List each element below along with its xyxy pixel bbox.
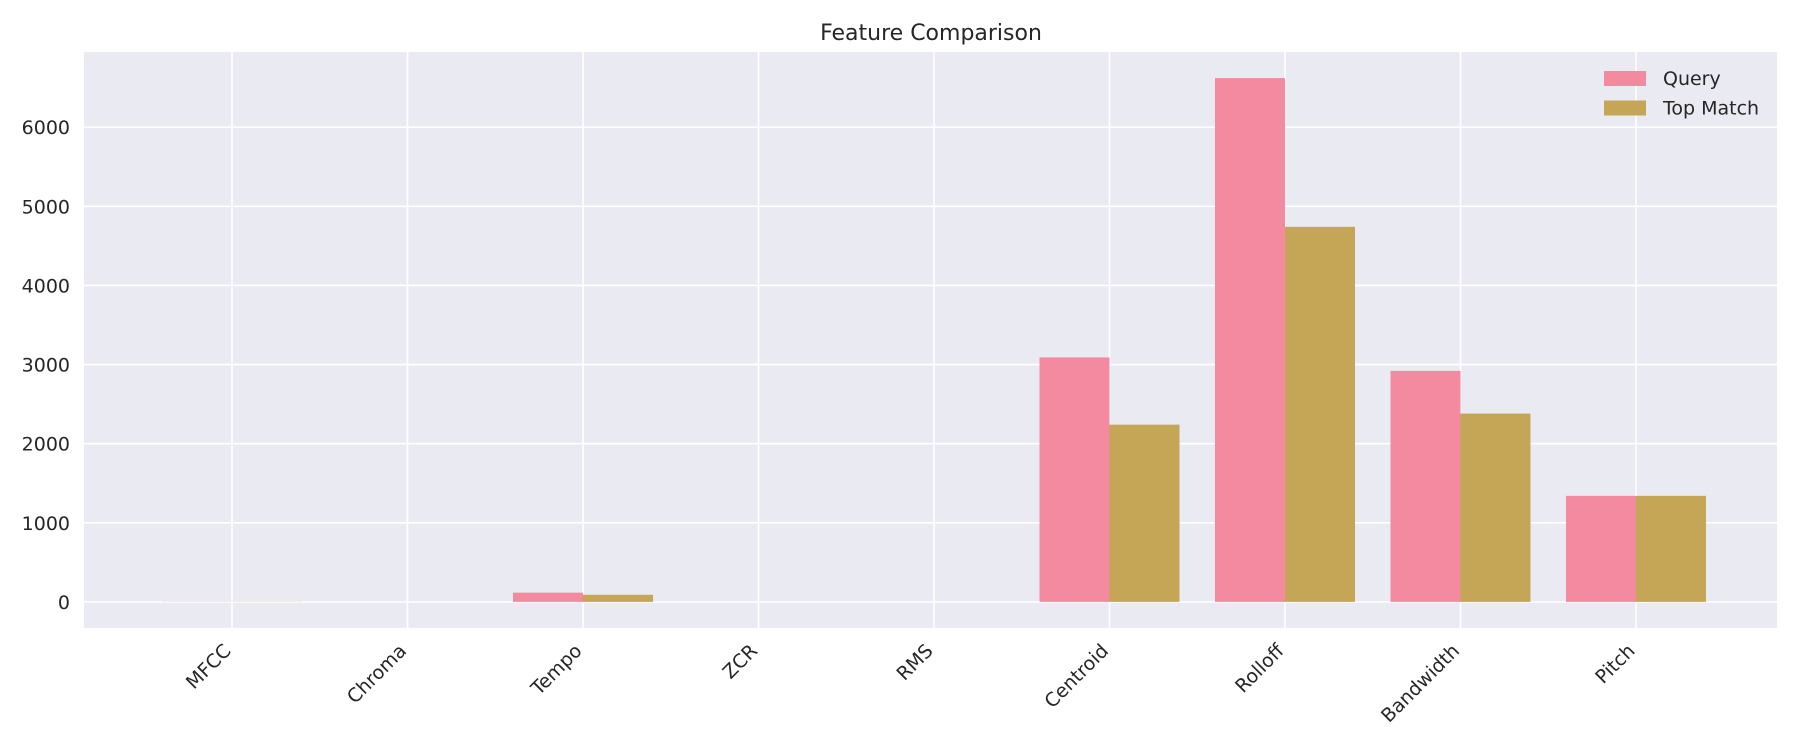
bar-query-tempo — [513, 593, 583, 602]
bar-top-match-pitch — [1636, 496, 1706, 602]
y-tick-label: 6000 — [22, 117, 70, 139]
bar-query-bandwidth — [1391, 371, 1461, 602]
x-tick-label: ZCR — [719, 640, 762, 683]
legend-swatch — [1604, 101, 1646, 116]
x-tick-labels: MFCC Chroma Tempo ZCR RMS Centroid Rolloff Band… — [182, 639, 1640, 727]
legend-swatch — [1604, 71, 1646, 86]
legend-label: Top Match — [1662, 98, 1759, 120]
bar-top-match-centroid — [1110, 425, 1180, 602]
x-tick-label: Tempo — [526, 640, 586, 700]
x-tick-label: Bandwidth — [1377, 640, 1464, 727]
y-tick-label: 1000 — [22, 513, 70, 535]
y-tick-label: 2000 — [22, 434, 70, 456]
y-tick-label: 4000 — [22, 275, 70, 297]
y-tick-label: 5000 — [22, 196, 70, 218]
bar-query-rolloff — [1215, 78, 1285, 602]
x-tick-label: RMS — [893, 640, 938, 685]
y-tick-labels: 0 1000 2000 3000 4000 5000 6000 — [22, 117, 70, 614]
bar-top-match-rolloff — [1285, 227, 1355, 602]
x-tick-label: MFCC — [182, 640, 236, 694]
bar-top-match-bandwidth — [1461, 414, 1531, 602]
x-tick-label: Centroid — [1040, 640, 1113, 713]
bar-top-match-tempo — [583, 595, 653, 602]
bar-query-pitch — [1566, 496, 1636, 602]
bar-query-centroid — [1040, 357, 1110, 601]
y-tick-label: 3000 — [22, 355, 70, 377]
x-tick-label: Chroma — [343, 640, 411, 708]
x-tick-label: Rolloff — [1231, 639, 1289, 697]
chart-title: Feature Comparison — [820, 21, 1042, 46]
y-tick-label: 0 — [58, 592, 70, 614]
x-tick-label: Pitch — [1591, 640, 1639, 688]
legend-label: Query — [1663, 68, 1721, 90]
